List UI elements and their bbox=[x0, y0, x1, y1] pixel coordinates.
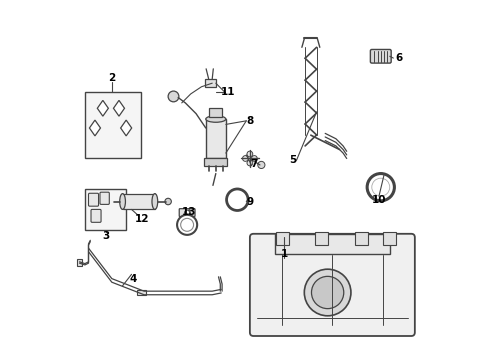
Circle shape bbox=[246, 160, 252, 166]
Circle shape bbox=[226, 189, 247, 211]
Text: 13: 13 bbox=[182, 207, 196, 217]
Bar bbox=[383, 232, 395, 244]
Text: 11: 11 bbox=[221, 87, 235, 97]
Text: 6: 6 bbox=[394, 53, 402, 63]
FancyBboxPatch shape bbox=[249, 234, 414, 336]
Polygon shape bbox=[113, 100, 124, 116]
Polygon shape bbox=[97, 100, 108, 116]
Circle shape bbox=[164, 198, 171, 205]
Bar bbox=[354, 232, 367, 244]
Polygon shape bbox=[89, 120, 100, 136]
Circle shape bbox=[246, 151, 252, 157]
Circle shape bbox=[242, 156, 248, 161]
Bar bbox=[209, 108, 222, 117]
Circle shape bbox=[177, 215, 197, 235]
Bar bbox=[137, 290, 145, 296]
Bar bbox=[205, 119, 225, 158]
Ellipse shape bbox=[120, 194, 125, 210]
Circle shape bbox=[251, 156, 257, 161]
Circle shape bbox=[366, 174, 394, 201]
Circle shape bbox=[371, 178, 389, 196]
FancyBboxPatch shape bbox=[88, 193, 99, 206]
Text: 10: 10 bbox=[371, 195, 386, 205]
Bar bbox=[204, 158, 227, 166]
Circle shape bbox=[168, 91, 179, 102]
Circle shape bbox=[304, 269, 350, 316]
Text: 4: 4 bbox=[129, 274, 137, 284]
Text: 12: 12 bbox=[135, 215, 149, 224]
Circle shape bbox=[257, 161, 264, 168]
Bar bbox=[274, 234, 389, 253]
Text: 8: 8 bbox=[246, 116, 253, 126]
Ellipse shape bbox=[152, 194, 158, 210]
Circle shape bbox=[180, 219, 193, 231]
Bar bbox=[122, 194, 155, 210]
Text: 2: 2 bbox=[108, 73, 115, 83]
Bar bbox=[85, 189, 126, 230]
Circle shape bbox=[311, 276, 343, 309]
Text: 1: 1 bbox=[280, 248, 287, 258]
Polygon shape bbox=[121, 120, 131, 136]
Bar bbox=[85, 92, 140, 158]
Bar bbox=[314, 232, 327, 244]
Text: 7: 7 bbox=[249, 159, 257, 169]
Circle shape bbox=[184, 210, 189, 215]
Text: 9: 9 bbox=[246, 197, 253, 207]
FancyBboxPatch shape bbox=[369, 49, 390, 63]
FancyBboxPatch shape bbox=[100, 192, 109, 204]
Text: 5: 5 bbox=[289, 155, 296, 165]
Bar bbox=[204, 79, 215, 87]
FancyBboxPatch shape bbox=[91, 210, 101, 222]
Ellipse shape bbox=[205, 116, 225, 122]
FancyBboxPatch shape bbox=[179, 209, 195, 217]
Bar bbox=[77, 259, 82, 266]
Bar bbox=[275, 232, 288, 244]
Text: 3: 3 bbox=[102, 231, 110, 240]
